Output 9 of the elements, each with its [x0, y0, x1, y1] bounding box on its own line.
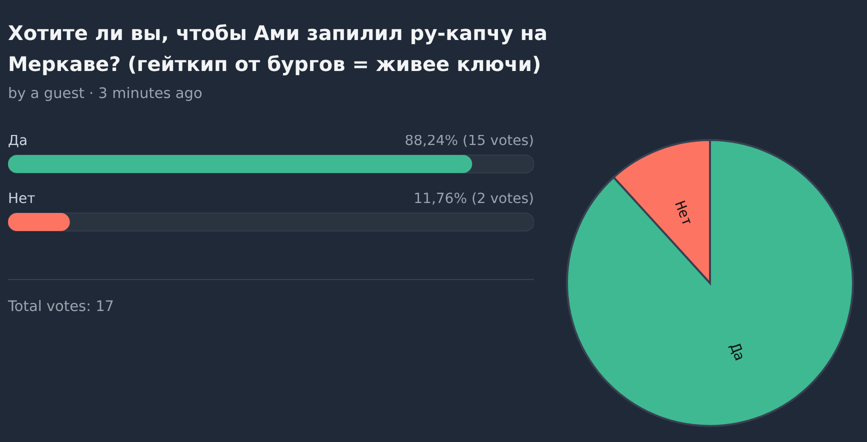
- data-label: 11,76% (2 votes): [414, 191, 534, 207]
- slice-label: Да: [726, 342, 748, 364]
- text: Total votes: 17: [8, 299, 114, 315]
- slice-label: Нет: [671, 198, 696, 228]
- category-label: Да: [8, 133, 28, 149]
- category-label: Нет: [8, 191, 36, 207]
- pie-slice: [566, 139, 854, 427]
- chart-title: Хотите ли вы, чтобы Ами запилил ру-капчу на Меркаве? (гейткип от бургов = живее ключи): [8, 20, 548, 78]
- chart-subtitle: by a guest · 3 minutes ago: [8, 86, 202, 102]
